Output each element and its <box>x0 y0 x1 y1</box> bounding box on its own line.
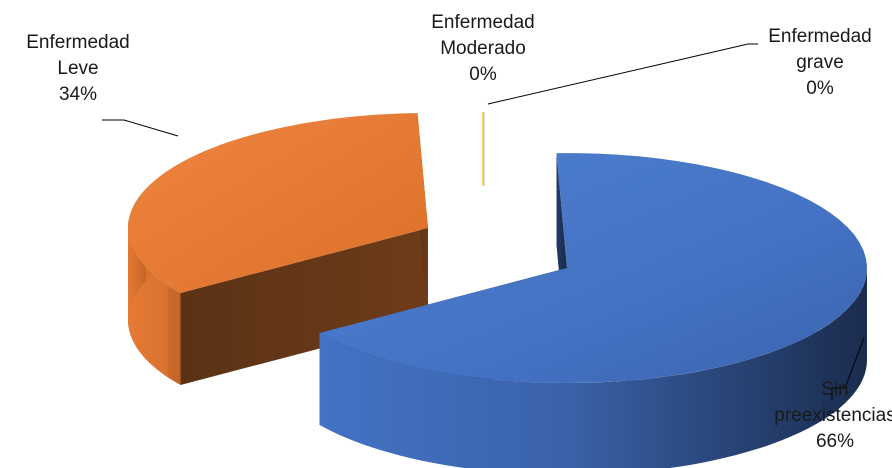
label-enfermedad-moderado: Enfermedad Moderado 0% <box>431 12 535 85</box>
label-enfermedad-grave: Enfermedad grave 0% <box>768 26 872 99</box>
leader-line-enfermedad-grave <box>487 43 758 105</box>
slice-enfermedad-leve <box>128 113 428 385</box>
leader-line-enfermedad-leve <box>102 119 179 137</box>
leader-line-sin-preexistencias <box>831 337 865 400</box>
slice-sin-preexistencias <box>319 153 867 468</box>
label-enfermedad-leve: Enfermedad Leve 34% <box>26 32 130 105</box>
label-sin-preexistencias: Sin preexistencias 66% <box>774 379 892 452</box>
